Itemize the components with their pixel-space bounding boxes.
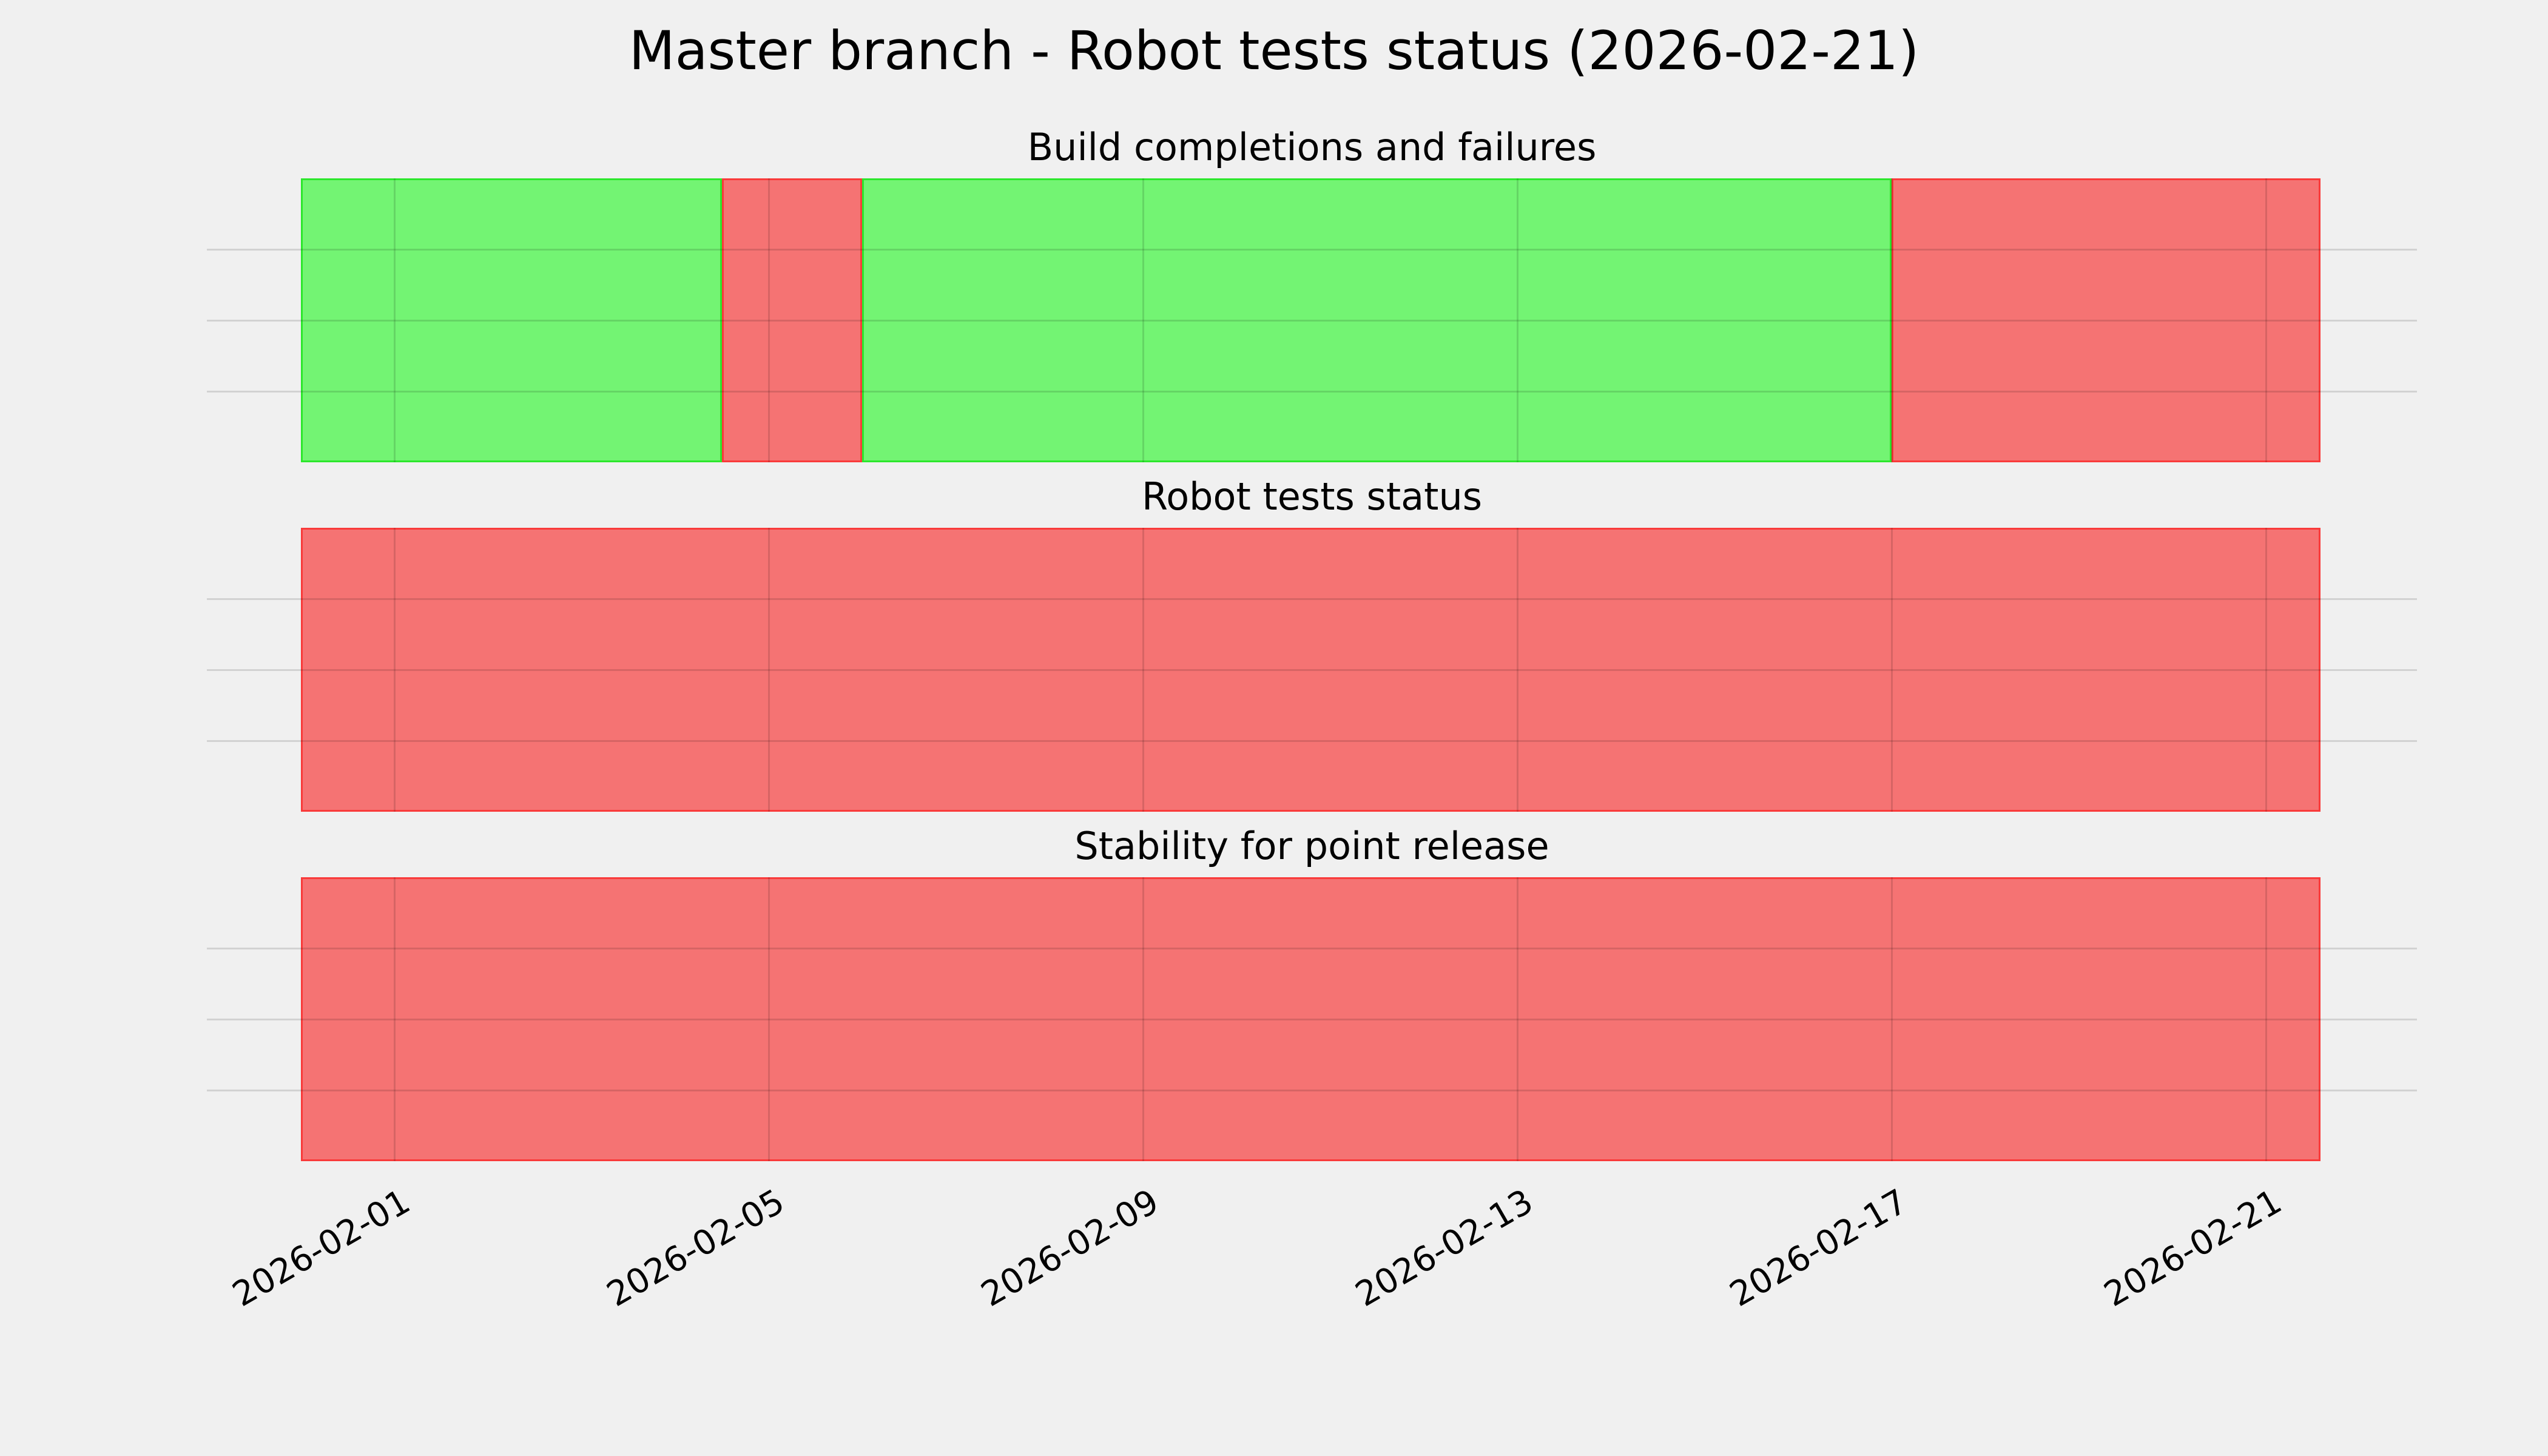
vertical-gridline <box>1890 528 1893 812</box>
vertical-gridline <box>1142 877 1144 1161</box>
status-segment-success <box>300 178 722 462</box>
status-segment-failure <box>1892 178 2320 462</box>
status-segment-failure <box>721 178 863 462</box>
subplot-title: Robot tests status <box>1141 474 1483 519</box>
vertical-gridline <box>1516 528 1518 812</box>
horizontal-gridline <box>207 1089 2417 1091</box>
vertical-gridline <box>1516 877 1518 1161</box>
vertical-gridline <box>2265 528 2267 812</box>
vertical-gridline <box>1890 877 1893 1161</box>
x-tick-label: 2026-02-05 <box>600 1182 791 1315</box>
status-band <box>0 528 2548 812</box>
vertical-gridline <box>1516 178 1518 462</box>
x-tick-label: 2026-02-01 <box>226 1182 417 1315</box>
status-segment-success <box>862 178 1892 462</box>
x-tick-label: 2026-02-09 <box>974 1182 1165 1315</box>
vertical-gridline <box>393 528 396 812</box>
vertical-gridline <box>2265 178 2267 462</box>
horizontal-gridline <box>207 1018 2417 1020</box>
vertical-gridline <box>1890 178 1893 462</box>
horizontal-gridline <box>207 669 2417 671</box>
horizontal-gridline <box>207 740 2417 742</box>
vertical-gridline <box>1142 528 1144 812</box>
status-band <box>0 178 2548 462</box>
vertical-gridline <box>2265 877 2267 1161</box>
x-tick-label: 2026-02-13 <box>1349 1182 1540 1315</box>
subplot-title: Build completions and failures <box>1027 125 1597 169</box>
vertical-gridline <box>393 178 396 462</box>
horizontal-gridline <box>207 319 2417 322</box>
horizontal-gridline <box>207 598 2417 600</box>
vertical-gridline <box>767 877 770 1161</box>
horizontal-gridline <box>207 390 2417 393</box>
horizontal-gridline <box>207 248 2417 251</box>
vertical-gridline <box>767 178 770 462</box>
subplot-title: Stability for point release <box>1074 824 1549 868</box>
x-tick-label: 2026-02-21 <box>2097 1182 2288 1315</box>
x-tick-label: 2026-02-17 <box>1723 1182 1914 1315</box>
vertical-gridline <box>393 877 396 1161</box>
figure-title: Master branch - Robot tests status (2026… <box>629 19 1919 82</box>
vertical-gridline <box>767 528 770 812</box>
status-segment-failure <box>300 528 2320 812</box>
status-segment-failure <box>300 877 2320 1161</box>
vertical-gridline <box>1142 178 1144 462</box>
status-band <box>0 877 2548 1161</box>
horizontal-gridline <box>207 947 2417 949</box>
